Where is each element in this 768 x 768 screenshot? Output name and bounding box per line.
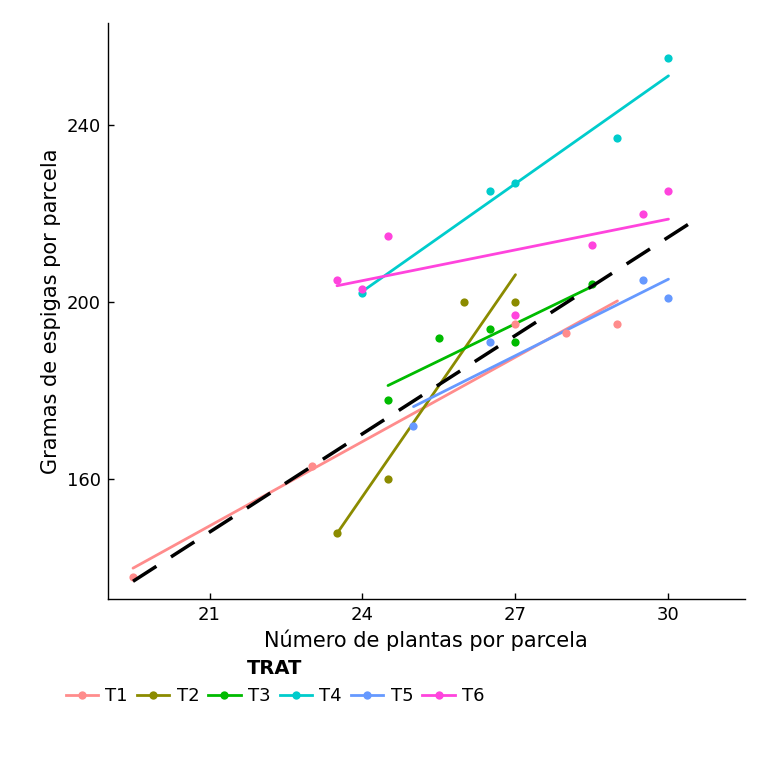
- Point: [637, 274, 649, 286]
- Point: [433, 332, 445, 344]
- Point: [611, 318, 624, 330]
- Point: [637, 207, 649, 220]
- Point: [509, 296, 521, 308]
- Point: [586, 278, 598, 290]
- X-axis label: Número de plantas por parcela: Número de plantas por parcela: [264, 630, 588, 651]
- Point: [407, 420, 419, 432]
- Point: [356, 287, 369, 300]
- Y-axis label: Gramas de espigas por parcela: Gramas de espigas por parcela: [41, 148, 61, 474]
- Point: [509, 336, 521, 348]
- Point: [509, 177, 521, 189]
- Point: [382, 393, 394, 406]
- Point: [662, 52, 674, 65]
- Point: [127, 571, 139, 583]
- Point: [484, 336, 496, 348]
- Point: [484, 323, 496, 335]
- Point: [484, 185, 496, 197]
- Point: [662, 292, 674, 304]
- Point: [509, 310, 521, 322]
- Point: [331, 526, 343, 538]
- Point: [306, 460, 318, 472]
- Point: [586, 238, 598, 250]
- Point: [611, 132, 624, 144]
- Point: [331, 274, 343, 286]
- Legend: T1, T2, T3, T4, T5, T6: T1, T2, T3, T4, T5, T6: [65, 659, 485, 705]
- Point: [382, 230, 394, 242]
- Point: [458, 296, 471, 308]
- Point: [561, 327, 573, 339]
- Point: [509, 318, 521, 330]
- Point: [382, 473, 394, 485]
- Point: [356, 283, 369, 295]
- Point: [662, 185, 674, 197]
